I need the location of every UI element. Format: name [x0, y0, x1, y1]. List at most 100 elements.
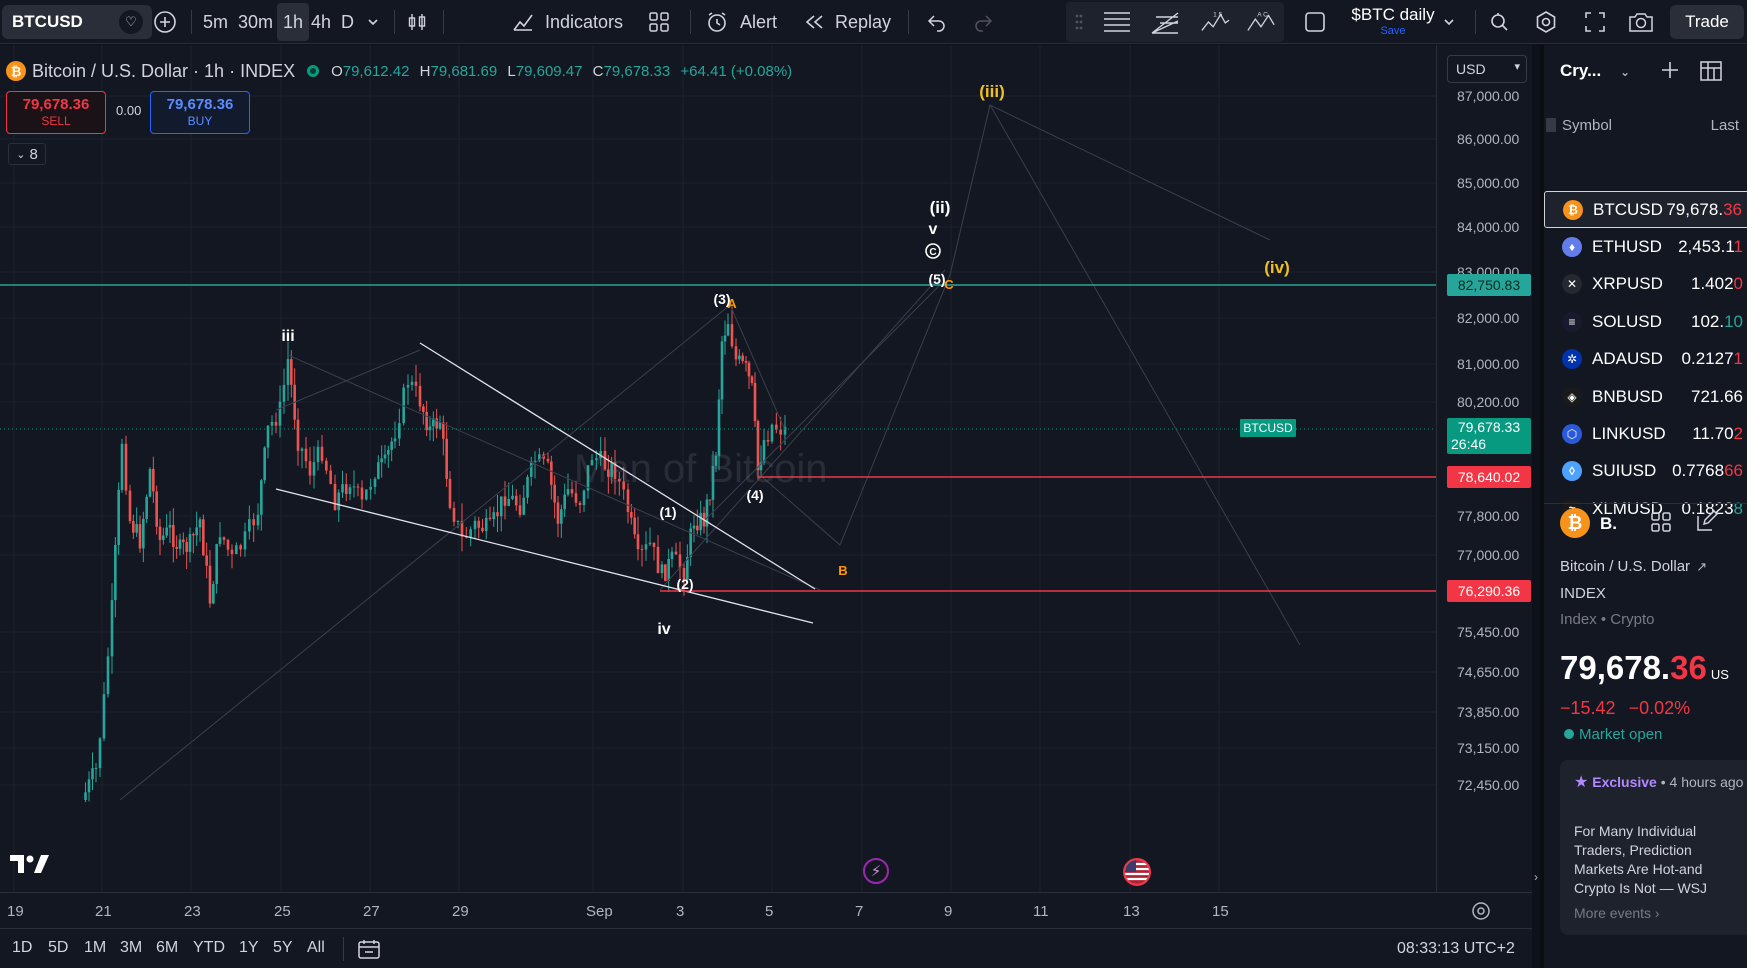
range-ytd[interactable]: YTD: [193, 939, 225, 956]
detail-short-name[interactable]: B.: [1600, 514, 1617, 533]
candle-body: [618, 478, 621, 482]
watchlist-last-main: 102.: [1690, 311, 1725, 331]
watchlist-row-suiusd[interactable]: ◊ SUIUSD 0.776866: [1544, 453, 1747, 490]
settings-gear-icon[interactable]: [1531, 7, 1561, 37]
range-5y[interactable]: 5Y: [273, 939, 293, 956]
time-axis-settings-icon[interactable]: [1470, 900, 1492, 927]
more-events-link[interactable]: More events ›: [1574, 905, 1660, 921]
watchlist-name-button[interactable]: Cry... ⌄: [1560, 61, 1630, 81]
candle-body: [333, 483, 337, 511]
range-1m[interactable]: 1M: [84, 939, 107, 956]
timeframe-5m[interactable]: 5m: [203, 11, 229, 32]
sell-button[interactable]: 79,678.36 SELL: [6, 91, 106, 134]
watchlist-last: 0.21271: [1682, 349, 1743, 369]
lightning-event-icon[interactable]: ⚡: [863, 858, 889, 884]
range-1y[interactable]: 1Y: [239, 939, 259, 956]
timeframe-4h[interactable]: 4h: [311, 11, 332, 32]
col-last[interactable]: Last: [1710, 117, 1739, 134]
timeframe-30m[interactable]: 30m: [238, 11, 274, 32]
news-headline[interactable]: For Many Individual Traders, Prediction …: [1574, 823, 1708, 896]
advanced-view-icon[interactable]: [1699, 59, 1723, 88]
drag-handle-icon[interactable]: [1064, 7, 1094, 37]
replay-button[interactable]: Replay: [835, 11, 892, 32]
watchlist-row-linkusd[interactable]: ⬡ LINKUSD 11.702: [1544, 415, 1747, 452]
replay-icon[interactable]: [800, 7, 830, 37]
add-symbol-icon[interactable]: [150, 7, 180, 37]
clock-timezone[interactable]: 08:33:13 UTC+2: [1397, 940, 1515, 957]
indicators-button[interactable]: Indicators: [545, 11, 624, 32]
legend-title[interactable]: Bitcoin / U.S. Dollar · 1h · INDEX: [32, 60, 296, 81]
price-axis[interactable]: USD ▾ 87,000.00 86,000.00 85,000.00 84,000.…: [1436, 45, 1532, 892]
edit-note-icon[interactable]: [1694, 509, 1719, 539]
chevron-down-icon[interactable]: [1434, 7, 1464, 37]
detail-exchange: INDEX: [1560, 585, 1606, 602]
market-open-dot-icon: [1564, 729, 1574, 739]
candle-body: [674, 551, 678, 555]
candles-chart-type-icon[interactable]: [402, 7, 432, 37]
add-symbol-plus-icon[interactable]: [1659, 59, 1681, 86]
bottom-toolbar: 1D 5D 1M 3M 6M YTD 1Y 5Y All 08:33:13 UT…: [0, 928, 1532, 968]
us-flag-event-icon[interactable]: [1123, 858, 1151, 886]
redo-icon[interactable]: [968, 7, 998, 37]
watchlist-row-ethusd[interactable]: ♦ ETHUSD 2,453.11: [1544, 228, 1747, 265]
grid-view-icon[interactable]: [1649, 510, 1673, 539]
watchlist-row-xrpusd[interactable]: ✕ XRPUSD 1.4020: [1544, 266, 1747, 303]
market-status-dot-icon[interactable]: [307, 65, 320, 77]
candle-body: [138, 524, 142, 549]
watchlist-row-adausd[interactable]: ✲ ADAUSD 0.21271: [1544, 341, 1747, 378]
symbol-search-button[interactable]: BTCUSD ♡: [2, 5, 152, 39]
layout-square-icon[interactable]: [1300, 7, 1330, 37]
fib-retracement-icon[interactable]: [1102, 7, 1132, 37]
price-level-label[interactable]: 82,750.83: [1447, 274, 1531, 296]
quick-search-icon[interactable]: [1484, 7, 1514, 37]
templates-icon[interactable]: [644, 7, 674, 37]
detail-symbol-name[interactable]: Bitcoin / U.S. Dollar ↗: [1560, 558, 1707, 575]
elliott-impulse-wave-icon[interactable]: 1 5: [1200, 7, 1230, 37]
time-axis[interactable]: 19 21 23 25 27 29 Sep 3 5 7 9 11 13 15: [0, 892, 1532, 928]
range-6m[interactable]: 6M: [156, 939, 179, 956]
compare-icon[interactable]: ♡: [119, 10, 143, 34]
candle-body: [222, 537, 226, 540]
fib-fan-icon[interactable]: [1150, 7, 1180, 37]
price-level-label[interactable]: 76,290.36: [1447, 580, 1531, 602]
alert-button[interactable]: Alert: [740, 11, 778, 32]
indicators-collapse-button[interactable]: ⌄ 8: [8, 143, 46, 165]
timeframe-1h[interactable]: 1h: [277, 3, 310, 41]
col-symbol[interactable]: Symbol: [1562, 117, 1613, 134]
elliott-correction-wave-icon[interactable]: A C: [1246, 7, 1276, 37]
candle-body: [570, 489, 574, 494]
chevron-down-icon[interactable]: [358, 7, 388, 37]
last-price-label[interactable]: 79,678.33 26:46: [1447, 418, 1531, 454]
fullscreen-icon[interactable]: [1580, 7, 1610, 37]
range-3m[interactable]: 3M: [120, 939, 143, 956]
camera-icon[interactable]: [1626, 7, 1656, 37]
price-level-label[interactable]: 78,640.02: [1447, 466, 1531, 488]
watchlist-row-solusd[interactable]: ≡ SOLUSD 102.10: [1544, 303, 1747, 340]
watchlist-row-bnbusd[interactable]: ◈ BNBUSD 721.66: [1544, 378, 1747, 415]
candle-body: [380, 458, 383, 463]
candle-body: [750, 376, 754, 383]
chevron-down-icon: ⌄: [1620, 65, 1631, 79]
trade-button[interactable]: Trade: [1670, 5, 1744, 39]
undo-icon[interactable]: [922, 7, 952, 37]
right-sidebar: Cry... ⌄ Symbol Last ₿ BTCUSD 79,678.36 ♦ ET…: [1540, 45, 1747, 968]
buy-button[interactable]: 79,678.36 BUY: [150, 91, 250, 134]
panel-collapse-handle[interactable]: ›: [1534, 870, 1538, 884]
indicators-icon[interactable]: [508, 7, 538, 37]
candle-body: [550, 461, 553, 485]
range-all[interactable]: All: [307, 939, 325, 956]
news-card[interactable]: ★ Exclusive • 4 hours ago For Many Indiv…: [1560, 760, 1747, 935]
candle-body: [84, 792, 87, 800]
detail-symbol-name-text: Bitcoin / U.S. Dollar: [1560, 558, 1691, 575]
calendar-icon[interactable]: [357, 938, 381, 965]
timeframe-d[interactable]: D: [341, 11, 354, 32]
watchlist-row-btcusd[interactable]: ₿ BTCUSD 79,678.36: [1544, 191, 1747, 228]
range-5d[interactable]: 5D: [48, 939, 69, 956]
alarm-clock-icon[interactable]: [702, 7, 732, 37]
currency-select[interactable]: USD ▾: [1447, 55, 1527, 83]
high-value: 79,681.69: [430, 62, 498, 80]
chart-canvas[interactable]: iii iv (1) (2) (3) (4) (5) A B Cv (ii) (iii) (iv) C BT…: [0, 45, 1436, 892]
layout-save-button[interactable]: $BTC daily Save: [1343, 5, 1443, 41]
range-1d[interactable]: 1D: [12, 939, 33, 956]
